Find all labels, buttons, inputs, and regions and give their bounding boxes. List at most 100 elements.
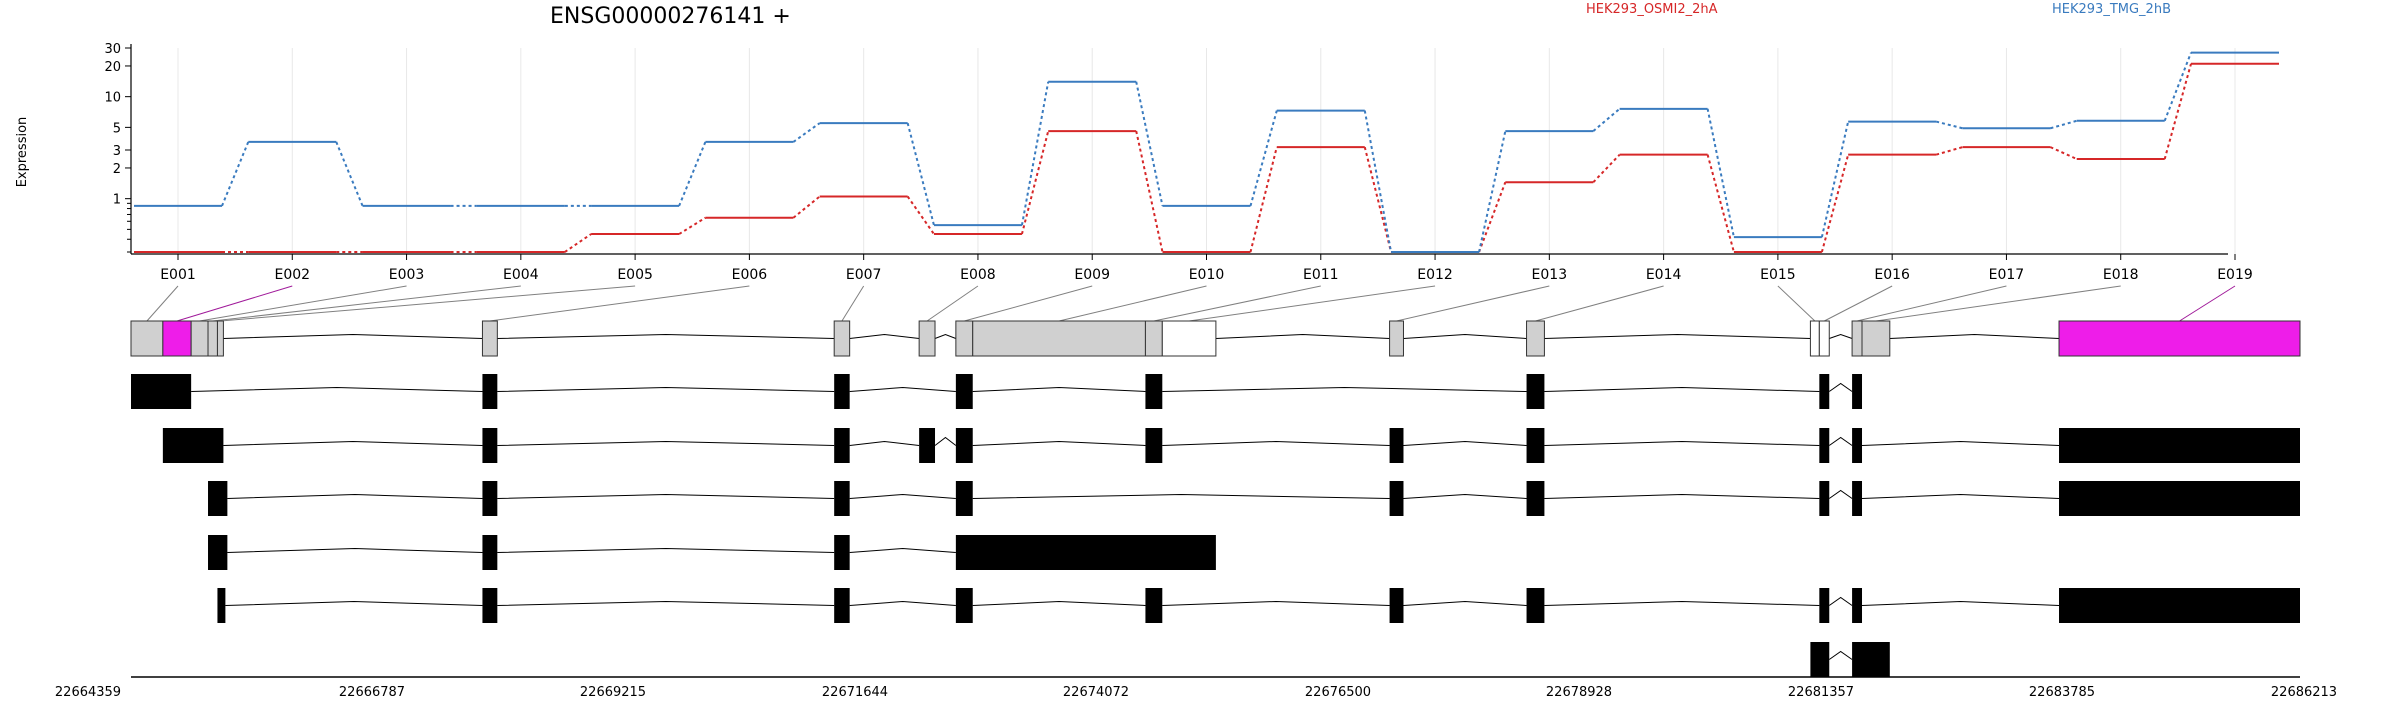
series-lines bbox=[134, 51, 2279, 253]
transcript-3 bbox=[208, 481, 2300, 516]
genomic-coordinate-axis: 22664359 22666787 22669215 22671644 22674072… bbox=[55, 676, 2337, 700]
exon-connector-e015 bbox=[1777, 285, 1816, 322]
exon-bin-e012 bbox=[1161, 320, 1217, 357]
series-connector bbox=[1935, 120, 1963, 130]
transcript-intron bbox=[227, 547, 483, 553]
exon-connector-e004 bbox=[212, 285, 521, 322]
transcript-exon bbox=[482, 588, 498, 623]
transcript-models bbox=[131, 374, 2300, 677]
transcript-exon bbox=[1852, 588, 1863, 623]
x-tick-label-e002: E002 bbox=[274, 267, 310, 283]
transcript-intron bbox=[1544, 493, 1820, 499]
exon-bin-e002 bbox=[162, 320, 192, 357]
transcript-exon bbox=[955, 481, 973, 516]
exon-connector-e019 bbox=[2179, 285, 2236, 322]
transcript-intron bbox=[1861, 600, 2060, 606]
legend-label-osmi2: HEK293_OSMI2_2hA bbox=[1586, 2, 1718, 17]
transcript-5 bbox=[217, 588, 2300, 623]
exon-bin-e019 bbox=[2058, 320, 2301, 357]
x-tick-label-e001: E001 bbox=[160, 267, 196, 283]
transcript-exon bbox=[482, 481, 498, 516]
transcript-intron bbox=[1544, 386, 1820, 392]
gene-intron bbox=[1544, 333, 1811, 339]
y-axis: 1 2 3 5 10 20 30 bbox=[104, 42, 132, 254]
transcript-exon bbox=[834, 535, 850, 570]
series-connector bbox=[1135, 81, 1164, 207]
exon-bin-e008 bbox=[918, 320, 936, 357]
exon-connector-e002 bbox=[176, 285, 293, 322]
exon-bin-e017 bbox=[1851, 320, 1863, 357]
transcript-exon bbox=[1852, 481, 1863, 516]
series-connector bbox=[678, 216, 706, 235]
x-tick-label-e016: E016 bbox=[1874, 267, 1910, 283]
x-tick-label-e019: E019 bbox=[2217, 267, 2253, 283]
transcript-6 bbox=[1810, 642, 1890, 677]
transcript-exon bbox=[955, 374, 973, 409]
series-connector bbox=[906, 122, 935, 226]
x-tick-label-e003: E003 bbox=[389, 267, 425, 283]
x-tick-label-e013: E013 bbox=[1532, 267, 1568, 283]
x-tick-label-e008: E008 bbox=[960, 267, 996, 283]
transcript-exon bbox=[2059, 588, 2300, 623]
transcript-exon bbox=[1145, 588, 1163, 623]
series-connector bbox=[221, 141, 250, 207]
x-tick-label-e004: E004 bbox=[503, 267, 539, 283]
transcript-intron bbox=[497, 600, 835, 606]
exon-bin-e009 bbox=[955, 320, 974, 357]
gene-intron bbox=[223, 333, 483, 339]
transcript-exon bbox=[1810, 642, 1830, 677]
transcript-exon bbox=[1852, 374, 1863, 409]
transcript-intron bbox=[223, 440, 483, 446]
transcript-intron bbox=[849, 547, 956, 553]
series-connector bbox=[1592, 153, 1621, 183]
exon-bin-e003 bbox=[190, 320, 209, 357]
exon-bin-e013 bbox=[1389, 320, 1404, 357]
exon-bin-e005 bbox=[216, 320, 224, 357]
exon-connector-e012 bbox=[1189, 285, 1436, 322]
transcript-intron bbox=[1403, 600, 1527, 606]
transcript-exon bbox=[131, 374, 192, 409]
transcript-exon bbox=[1819, 374, 1830, 409]
transcript-exon bbox=[1389, 428, 1404, 463]
series-tmg bbox=[134, 51, 2279, 253]
x-tick-label-e015: E015 bbox=[1760, 267, 1796, 283]
transcript-exon bbox=[482, 374, 498, 409]
transcript-intron bbox=[1828, 382, 1853, 392]
transcript-intron bbox=[1544, 600, 1820, 606]
x-tick-label-e018: E018 bbox=[2103, 267, 2139, 283]
transcript-intron bbox=[849, 440, 920, 446]
genome-tick-label: 22666787 bbox=[339, 685, 405, 700]
series-connector bbox=[1135, 130, 1164, 253]
exon-connector-e001 bbox=[146, 285, 179, 322]
transcript-intron bbox=[1403, 440, 1527, 446]
transcript-exon bbox=[1819, 481, 1830, 516]
series-connector bbox=[1706, 108, 1735, 238]
transcript-intron bbox=[1162, 600, 1390, 606]
series-connector bbox=[2050, 146, 2078, 160]
gene-intron bbox=[1889, 333, 2060, 339]
exon-connector-e006 bbox=[489, 285, 750, 322]
y-tick-label: 1 bbox=[113, 193, 121, 208]
exon-connector-e005 bbox=[220, 285, 636, 322]
exon-bin-e010 bbox=[972, 320, 1146, 357]
exon-connector-e018 bbox=[1875, 285, 2121, 322]
transcript-intron bbox=[1162, 386, 1527, 392]
exon-bin-e018 bbox=[1861, 320, 1891, 357]
transcript-intron bbox=[497, 440, 835, 446]
gene-intron bbox=[1829, 333, 1853, 339]
transcript-exon bbox=[1852, 642, 1890, 677]
exon-bin-e016 bbox=[1818, 320, 1830, 357]
genome-tick-label: 22676500 bbox=[1305, 685, 1371, 700]
transcript-intron bbox=[934, 436, 957, 446]
exon-bin-e015 bbox=[1809, 320, 1820, 357]
transcript-exon bbox=[208, 481, 228, 516]
transcript-intron bbox=[225, 600, 483, 606]
transcript-intron bbox=[1828, 436, 1853, 446]
exon-bin-e006 bbox=[481, 320, 498, 357]
gene-intron bbox=[1403, 333, 1527, 339]
exon-bin-e007 bbox=[833, 320, 851, 357]
transcript-intron bbox=[227, 493, 483, 499]
gene-model bbox=[130, 320, 2301, 357]
transcript-exon bbox=[1145, 374, 1163, 409]
transcript-exon bbox=[1819, 428, 1830, 463]
